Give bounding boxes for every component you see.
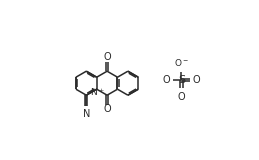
- Text: N$^+$: N$^+$: [90, 86, 105, 98]
- Text: O$^-$: O$^-$: [174, 57, 189, 68]
- Text: S: S: [178, 75, 185, 85]
- Text: O: O: [103, 104, 111, 114]
- Text: O: O: [103, 52, 111, 62]
- Text: O: O: [163, 75, 170, 85]
- Text: N: N: [83, 109, 90, 119]
- Text: O: O: [193, 75, 200, 85]
- Text: O: O: [178, 92, 185, 102]
